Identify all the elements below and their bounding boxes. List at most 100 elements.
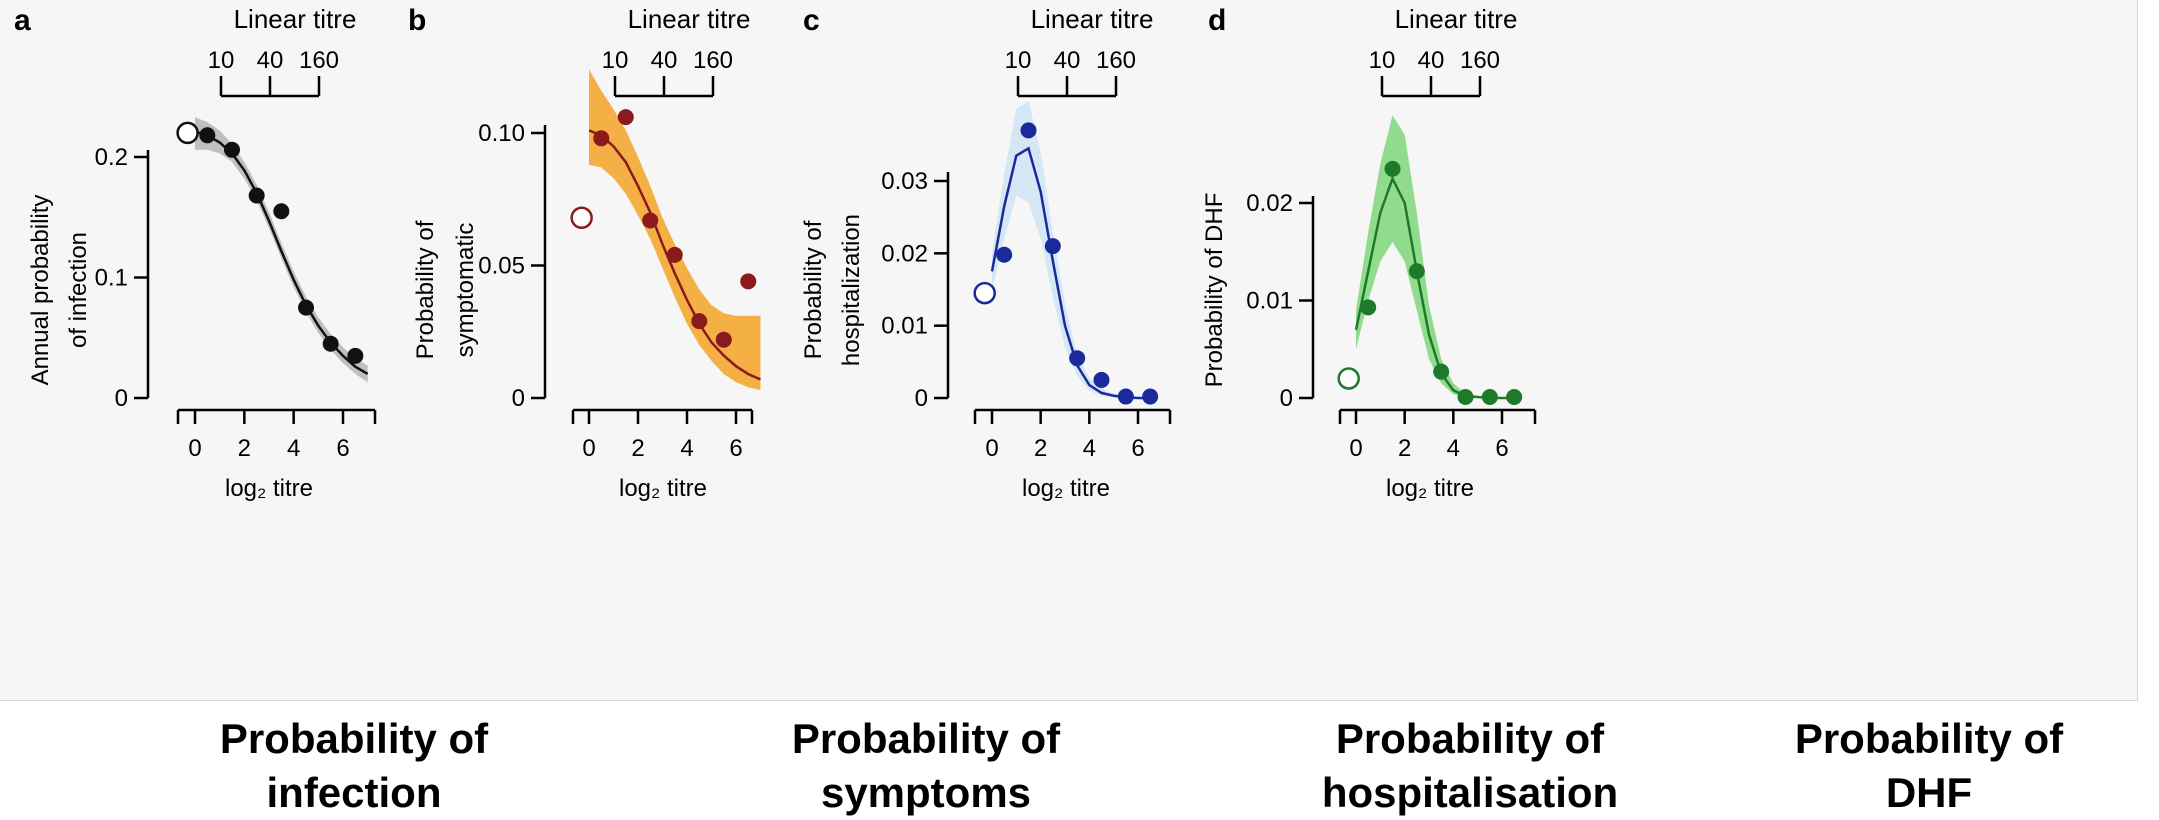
panel-d-data-point xyxy=(1481,389,1498,406)
caption-c-line-1: Probability of xyxy=(1335,715,1605,762)
panel-d-x-tick-label: 6 xyxy=(1495,435,1508,462)
panel-b-data-point xyxy=(740,273,757,290)
panel-a-data-point xyxy=(199,127,216,144)
panel-b-x-axis-label: log₂ titre xyxy=(619,475,707,502)
panel-d-x-axis-label: log₂ titre xyxy=(1386,475,1474,502)
panel-c-x-tick-label: 6 xyxy=(1131,435,1144,462)
panel-c-top-axis-title: Linear titre xyxy=(1031,4,1154,34)
panel-a-y-tick-label: 0.1 xyxy=(95,265,128,292)
panel-a-data-point xyxy=(248,187,265,204)
panel-c-data-point xyxy=(1044,238,1061,255)
panel-b-x-tick-label: 0 xyxy=(582,435,595,462)
panel-c-y-tick-label: 0 xyxy=(915,385,928,412)
panel-d-x-tick-label: 2 xyxy=(1398,435,1411,462)
panel-b-y-axis-label: Probability of xyxy=(412,220,439,359)
panel-a-top-axis-tick-label: 40 xyxy=(257,47,284,74)
panel-c-top-axis-tick-label: 10 xyxy=(1005,47,1032,74)
panel-c-data-point xyxy=(1142,388,1159,405)
panel-d-y-axis-label: Probability of DHF xyxy=(1201,193,1228,388)
caption-b: Probability of symptoms xyxy=(716,712,1136,820)
panel-b-fitted-curve xyxy=(588,129,761,381)
panel-d-y-tick-label: 0.01 xyxy=(1246,288,1293,315)
panel-c-letter: c xyxy=(803,4,820,37)
panel-d-y-tick-label: 0 xyxy=(1280,385,1293,412)
panel-c-data-point xyxy=(1093,371,1110,388)
panel-c-x-axis-label: log₂ titre xyxy=(1022,475,1110,502)
panel-d-data-point xyxy=(1384,160,1401,177)
panel-c-naive-point xyxy=(973,281,996,305)
panel-d-y-tick-label: 0.02 xyxy=(1246,190,1293,217)
caption-a-line-2: infection xyxy=(266,769,442,816)
panel-d-letter: d xyxy=(1208,4,1226,37)
caption-b-line-2: symptoms xyxy=(820,769,1032,816)
caption-a-line-1: Probability of xyxy=(219,715,489,762)
panel-a-data-point xyxy=(347,347,364,364)
panel-a-top-axis-tick-label: 160 xyxy=(299,47,339,74)
caption-a: Probability of infection xyxy=(144,712,564,820)
panel-a-y-tick-label: 0.2 xyxy=(95,144,128,171)
panel-a-top-axis-title: Linear titre xyxy=(234,4,357,34)
panel-c-y-axis-label: Probability of xyxy=(800,220,827,359)
panel-d-top-axis-tick-label: 160 xyxy=(1460,47,1500,74)
panel-c-x-tick-label: 0 xyxy=(985,435,998,462)
panel-b-data-point xyxy=(666,246,683,263)
panel-a-data-point xyxy=(273,203,290,220)
panel-b-letter: b xyxy=(408,4,426,37)
panel-d-data-point xyxy=(1408,263,1425,280)
panel-b-y-axis-label: symptomatic xyxy=(452,223,479,358)
panel-d-top-axis-tick-label: 10 xyxy=(1369,47,1396,74)
panel-b-top-axis-tick-label: 160 xyxy=(693,47,733,74)
panel-c-y-tick-label: 0.03 xyxy=(881,168,928,195)
panel-b-y-tick-label: 0.10 xyxy=(478,120,525,147)
panel-a-naive-point xyxy=(176,121,199,145)
panel-c-y-axis-label: hospitalization xyxy=(838,214,865,366)
panel-a-x-tick-label: 4 xyxy=(287,435,300,462)
panel-b-confidence-band xyxy=(589,69,761,391)
caption-c: Probability of hospitalisation xyxy=(1260,712,1680,820)
panel-a-y-axis-label: of infection xyxy=(65,232,92,348)
panel-a-y-axis-label: Annual probability xyxy=(27,195,54,386)
panel-a-x-axis-label: log₂ titre xyxy=(225,475,313,502)
caption-d-line-1: Probability of xyxy=(1794,715,2064,762)
panel-d-naive-point xyxy=(1337,367,1360,390)
panel-b-y-tick-label: 0 xyxy=(512,385,525,412)
panel-c-y-tick-label: 0.01 xyxy=(881,313,928,340)
panel-c-data-point xyxy=(1117,388,1134,405)
panel-a-data-point xyxy=(224,141,240,158)
caption-d-line-2: DHF xyxy=(1885,769,1973,816)
panel-d-data-point xyxy=(1506,389,1523,406)
panel-c-confidence-band xyxy=(992,101,1151,399)
panel-a-top-axis-tick-label: 10 xyxy=(208,47,235,74)
panel-a-y-tick-label: 0 xyxy=(115,385,128,412)
panel-b-data-point xyxy=(642,212,659,229)
panel-d-x-tick-label: 4 xyxy=(1447,435,1460,462)
panel-d-x-tick-label: 0 xyxy=(1349,435,1362,462)
panel-a-x-tick-label: 2 xyxy=(238,435,251,462)
panel-a-data-point xyxy=(322,335,339,352)
panel-d-data-point xyxy=(1457,389,1474,406)
panel-d-top-axis-title: Linear titre xyxy=(1395,4,1518,34)
panel-a-fitted-curve xyxy=(194,130,369,375)
panel-d-top-axis-tick-label: 40 xyxy=(1418,47,1445,74)
panel-c-data-point xyxy=(996,246,1013,263)
panel-b-data-point xyxy=(593,130,610,147)
panel-b-naive-point xyxy=(570,206,593,230)
panel-b-y-tick-label: 0.05 xyxy=(478,253,525,280)
panel-b-data-point xyxy=(715,331,732,348)
caption-d: Probability of DHF xyxy=(1719,712,2139,820)
panel-b-data-point xyxy=(617,109,634,126)
panel-b-x-tick-label: 4 xyxy=(680,435,693,462)
caption-c-line-2: hospitalisation xyxy=(1321,769,1619,816)
panel-b-data-point xyxy=(691,313,708,330)
panel-c-top-axis-tick-label: 160 xyxy=(1096,47,1136,74)
panel-c-top-axis-tick-label: 40 xyxy=(1054,47,1081,74)
panel-b-top-axis-title: Linear titre xyxy=(628,4,751,34)
panel-d-data-point xyxy=(1360,299,1377,316)
panel-a-x-tick-label: 0 xyxy=(188,435,201,462)
panel-a-x-tick-label: 6 xyxy=(336,435,349,462)
panel-b-top-axis-tick-label: 10 xyxy=(602,47,629,74)
panel-c-data-point xyxy=(1069,350,1086,367)
panel-b-top-axis-tick-label: 40 xyxy=(651,47,678,74)
panel-a-data-point xyxy=(298,299,314,316)
